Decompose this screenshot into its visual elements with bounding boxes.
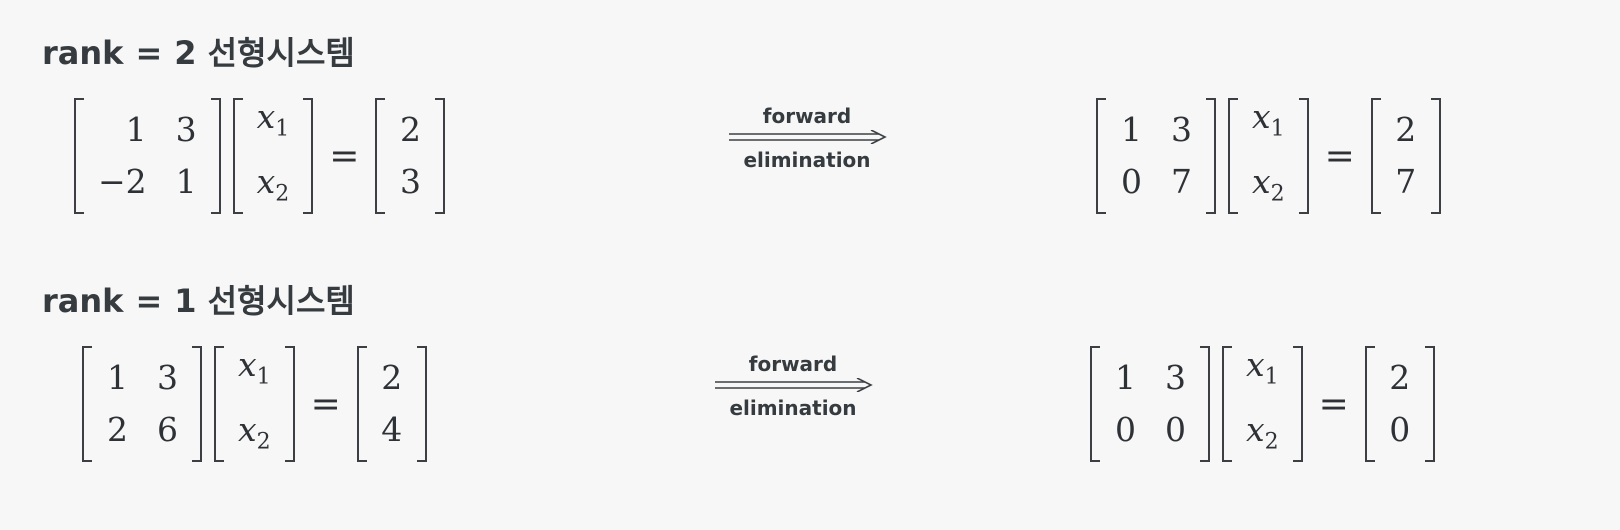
rhs-vector: 2 4 [356,346,427,462]
vector-entry: x1 [238,345,271,390]
arrow-label-bottom: elimination [729,396,857,420]
coefficient-matrix: 1 3 −2 1 [74,98,221,214]
vector-entry: x1 [256,97,290,142]
matrix-cell: 0 [1165,410,1186,449]
matrix-cell: 3 [175,110,197,149]
unknown-vector: x1 x2 [1228,97,1309,214]
arrow-label-bottom: elimination [743,148,871,172]
heading-suffix: 선형시스템 [207,34,355,72]
original-system-rank-1: 1 3 2 6 x1 x2 = 2 4 [82,345,427,462]
vector-entry: 0 [1389,410,1411,449]
vector-entry: x2 [1252,162,1285,207]
equals-sign: = [310,383,341,425]
matrix-cell: 1 [175,162,197,201]
forward-elimination-arrow: forward elimination [708,352,878,420]
heading-rank-value: 1 [174,282,197,320]
unknown-vector: x1 x2 [232,97,314,214]
vector-entry: 2 [381,358,403,397]
matrix-cell: 1 [1121,110,1142,149]
coefficient-matrix: 1 3 2 6 [82,346,202,462]
matrix-cell: 7 [1171,162,1192,201]
equals-sign: = [1318,383,1349,425]
forward-elimination-arrow: forward elimination [722,104,892,172]
vector-entry: 2 [1395,110,1417,149]
matrix-cell: 1 [125,110,147,149]
section-heading-rank-2: rank = 2 선형시스템 [42,28,355,74]
reduced-system-rank-1: 1 3 0 0 x1 x2 = 2 0 [1090,345,1435,462]
rhs-vector: 2 0 [1364,346,1435,462]
vector-entry: 7 [1395,162,1417,201]
section-heading-rank-1: rank = 1 선형시스템 [42,276,355,322]
matrix-cell: 3 [157,358,178,397]
vector-entry: 4 [381,410,403,449]
vector-entry: 2 [1389,358,1411,397]
rhs-vector: 2 7 [1370,98,1441,214]
vector-entry: 3 [399,162,421,201]
arrow-label-top: forward [748,352,838,376]
vector-entry: x2 [238,410,271,455]
vector-entry: x2 [1246,410,1279,455]
equals-sign: = [1324,135,1355,177]
vector-entry: x1 [1252,97,1285,142]
coefficient-matrix: 1 3 0 0 [1090,346,1210,462]
heading-prefix: rank [42,34,124,72]
rhs-vector: 2 3 [375,98,446,214]
equals-sign: = [329,135,360,177]
vector-entry: x2 [256,162,290,207]
arrow-label-top: forward [762,104,852,128]
coefficient-matrix: 1 3 0 7 [1096,98,1216,214]
matrix-cell: 6 [157,410,178,449]
heading-rank-value: 2 [174,34,197,72]
matrix-cell: 1 [107,358,128,397]
matrix-cell: 0 [1121,162,1142,201]
heading-equals: = [135,282,163,320]
heading-equals: = [135,34,163,72]
unknown-vector: x1 x2 [1222,345,1303,462]
original-system-rank-2: 1 3 −2 1 x1 x2 = 2 3 [74,97,446,214]
matrix-cell: 0 [1115,410,1136,449]
unknown-vector: x1 x2 [214,345,295,462]
matrix-cell: 2 [107,410,128,449]
vector-entry: 2 [399,110,421,149]
heading-prefix: rank [42,282,124,320]
double-arrow-icon [729,130,887,144]
double-arrow-icon [715,378,873,392]
matrix-cell: 3 [1171,110,1192,149]
matrix-cell: −2 [98,162,147,201]
matrix-cell: 1 [1115,358,1136,397]
heading-suffix: 선형시스템 [207,282,355,320]
matrix-cell: 3 [1165,358,1186,397]
vector-entry: x1 [1246,345,1279,390]
reduced-system-rank-2: 1 3 0 7 x1 x2 = 2 7 [1096,97,1441,214]
